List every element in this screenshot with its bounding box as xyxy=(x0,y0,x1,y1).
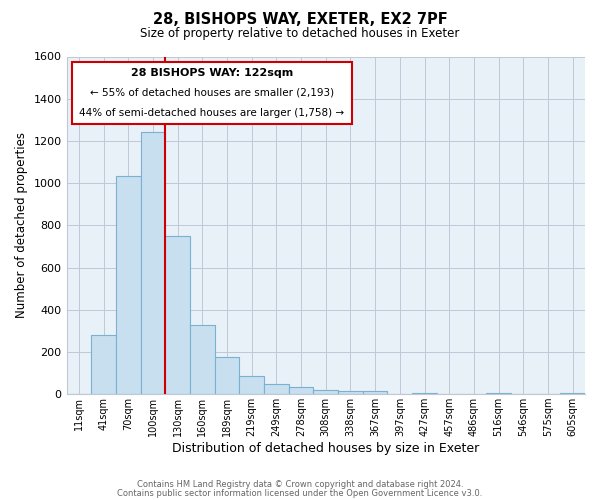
Bar xyxy=(165,236,190,394)
Text: Contains public sector information licensed under the Open Government Licence v3: Contains public sector information licen… xyxy=(118,488,482,498)
Bar xyxy=(239,376,264,394)
Bar xyxy=(140,132,165,394)
Text: 28 BISHOPS WAY: 122sqm: 28 BISHOPS WAY: 122sqm xyxy=(131,68,293,78)
Bar xyxy=(338,391,363,394)
Bar xyxy=(116,176,140,394)
Bar xyxy=(215,357,239,394)
Bar xyxy=(190,324,215,394)
Text: 44% of semi-detached houses are larger (1,758) →: 44% of semi-detached houses are larger (… xyxy=(79,108,344,118)
Text: Size of property relative to detached houses in Exeter: Size of property relative to detached ho… xyxy=(140,28,460,40)
Text: 28, BISHOPS WAY, EXETER, EX2 7PF: 28, BISHOPS WAY, EXETER, EX2 7PF xyxy=(152,12,448,28)
Bar xyxy=(560,393,585,394)
Bar xyxy=(264,384,289,394)
Bar xyxy=(313,390,338,394)
Y-axis label: Number of detached properties: Number of detached properties xyxy=(15,132,28,318)
Bar xyxy=(363,391,388,394)
Text: Contains HM Land Registry data © Crown copyright and database right 2024.: Contains HM Land Registry data © Crown c… xyxy=(137,480,463,489)
X-axis label: Distribution of detached houses by size in Exeter: Distribution of detached houses by size … xyxy=(172,442,479,455)
Bar xyxy=(486,393,511,394)
Text: ← 55% of detached houses are smaller (2,193): ← 55% of detached houses are smaller (2,… xyxy=(89,88,334,98)
FancyBboxPatch shape xyxy=(72,62,352,124)
Bar xyxy=(289,387,313,394)
Bar xyxy=(412,393,437,394)
Bar xyxy=(91,335,116,394)
